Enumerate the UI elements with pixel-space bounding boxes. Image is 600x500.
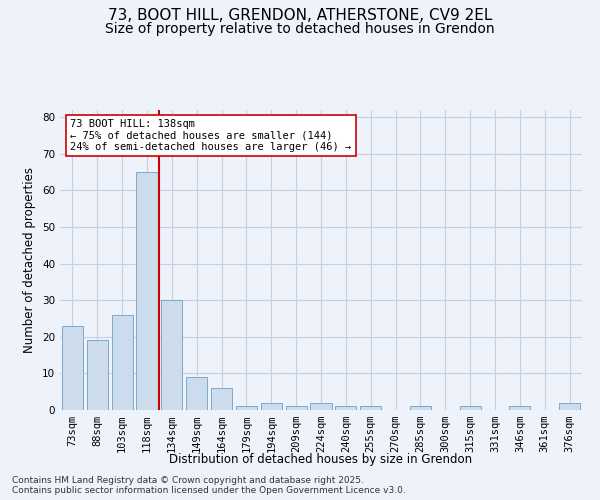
Bar: [186, 377, 207, 410]
Text: Distribution of detached houses by size in Grendon: Distribution of detached houses by size …: [169, 452, 473, 466]
Bar: [62, 326, 83, 410]
Bar: [161, 300, 182, 410]
Bar: [211, 388, 232, 410]
Bar: [559, 402, 580, 410]
Bar: [261, 402, 282, 410]
Bar: [509, 406, 530, 410]
Bar: [460, 406, 481, 410]
Bar: [112, 315, 133, 410]
Text: Size of property relative to detached houses in Grendon: Size of property relative to detached ho…: [105, 22, 495, 36]
Bar: [410, 406, 431, 410]
Y-axis label: Number of detached properties: Number of detached properties: [23, 167, 37, 353]
Bar: [136, 172, 158, 410]
Bar: [236, 406, 257, 410]
Text: 73, BOOT HILL, GRENDON, ATHERSTONE, CV9 2EL: 73, BOOT HILL, GRENDON, ATHERSTONE, CV9 …: [108, 8, 492, 22]
Bar: [360, 406, 381, 410]
Bar: [286, 406, 307, 410]
Bar: [310, 402, 332, 410]
Bar: [335, 406, 356, 410]
Bar: [87, 340, 108, 410]
Text: Contains HM Land Registry data © Crown copyright and database right 2025.
Contai: Contains HM Land Registry data © Crown c…: [12, 476, 406, 495]
Text: 73 BOOT HILL: 138sqm
← 75% of detached houses are smaller (144)
24% of semi-deta: 73 BOOT HILL: 138sqm ← 75% of detached h…: [70, 119, 352, 152]
